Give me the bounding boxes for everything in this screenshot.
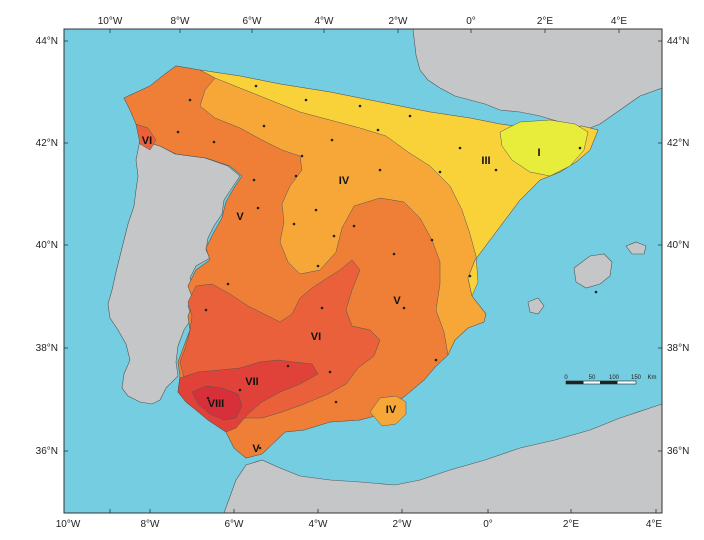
scale-tick-50: 50 xyxy=(589,375,596,381)
zone-label-V: V xyxy=(236,211,244,223)
lon-label-top: 4°E xyxy=(611,16,628,27)
top-longitude-labels: 10°W 8°W 6°W 4°W 2°W 0° 2°E 4°E xyxy=(98,16,628,27)
ibiza-island xyxy=(527,297,545,315)
lon-label-top: 2°E xyxy=(537,16,554,27)
settlement-dots xyxy=(176,84,598,450)
scale-tick-100: 100 xyxy=(609,375,620,381)
lat-label-left: 44°N xyxy=(36,36,58,47)
lat-label-right: 42°N xyxy=(667,138,689,149)
lon-label-bottom: 4°W xyxy=(309,519,329,530)
zone-label-I: I xyxy=(537,147,540,159)
menorca-island xyxy=(625,241,647,255)
lon-label-bottom: 4°E xyxy=(646,519,663,530)
zone-label-V: V xyxy=(252,443,260,455)
mallorca-island xyxy=(573,253,613,289)
zone-label-V: V xyxy=(393,295,401,307)
lon-label-top: 0° xyxy=(466,16,476,27)
lon-label-top: 8°W xyxy=(171,16,191,27)
longitude-ticks xyxy=(109,29,657,513)
africa-landmass xyxy=(223,403,663,514)
lon-label-top: 10°W xyxy=(98,16,123,27)
scale-tick-0: 0 xyxy=(564,375,568,381)
lon-label-bottom: 2°E xyxy=(563,519,580,530)
scale-bar: 0 50 100 150 Km xyxy=(564,375,657,385)
lat-label-left: 36°N xyxy=(36,446,58,457)
zone-label-VI: VI xyxy=(142,135,152,147)
zone-label-IV: IV xyxy=(339,175,350,187)
lat-label-left: 38°N xyxy=(36,343,58,354)
zone-I-area xyxy=(499,119,589,177)
zone-labels: I III IV IV V V V VI VI VII VIII xyxy=(142,135,541,455)
zone-label-VI: VI xyxy=(311,331,321,343)
lon-label-top: 6°W xyxy=(243,16,263,27)
bottom-longitude-labels: 10°W 8°W 6°W 4°W 2°W 0° 2°E 4°E xyxy=(56,519,663,530)
lat-label-left: 40°N xyxy=(36,240,58,251)
lon-label-bottom: 2°W xyxy=(393,519,413,530)
zone-VI-northwest-area xyxy=(135,123,157,151)
lat-label-right: 40°N xyxy=(667,240,689,251)
lon-label-bottom: 0° xyxy=(483,519,493,530)
lat-label-right: 44°N xyxy=(667,36,689,47)
lon-label-bottom: 10°W xyxy=(56,519,81,530)
lon-label-top: 4°W xyxy=(315,16,335,27)
lat-label-right: 38°N xyxy=(667,343,689,354)
zone-IV-southeast-area xyxy=(369,395,407,427)
lat-label-left: 42°N xyxy=(36,138,58,149)
portugal-landmass xyxy=(107,139,241,405)
zone-VIII-area xyxy=(191,385,243,421)
latitude-ticks xyxy=(64,40,662,452)
zone-label-VII: VII xyxy=(245,376,258,388)
lat-label-right: 36°N xyxy=(667,446,689,457)
left-latitude-labels: 44°N 42°N 40°N 38°N 36°N xyxy=(36,36,58,457)
lon-label-top: 2°W xyxy=(389,16,409,27)
france-landmass xyxy=(412,28,663,129)
zone-label-III: III xyxy=(481,155,490,167)
lon-label-bottom: 6°W xyxy=(225,519,245,530)
zone-label-IV: IV xyxy=(386,404,397,416)
scale-unit: Km xyxy=(648,375,657,381)
lon-label-bottom: 8°W xyxy=(141,519,161,530)
scale-tick-150: 150 xyxy=(631,375,642,381)
zone-label-VIII: VIII xyxy=(208,398,225,410)
zone-III-area xyxy=(199,69,599,297)
map-frame xyxy=(63,28,663,514)
right-latitude-labels: 44°N 42°N 40°N 38°N 36°N xyxy=(667,36,689,457)
